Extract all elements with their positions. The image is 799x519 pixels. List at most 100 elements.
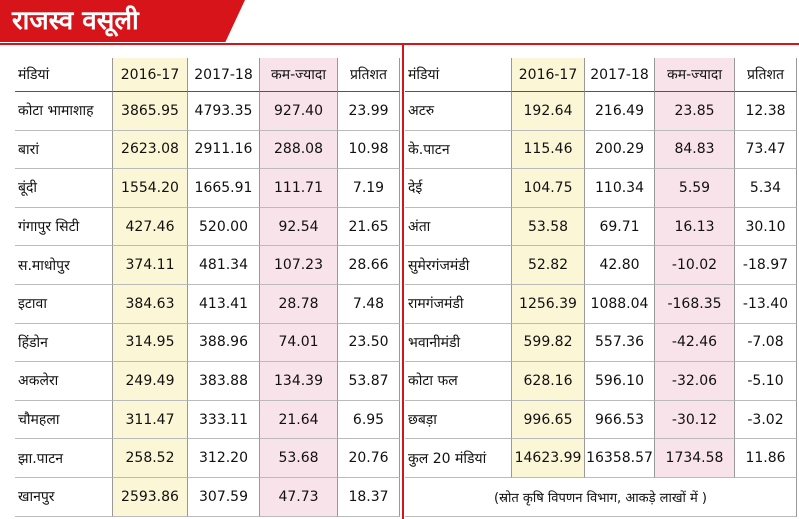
table-cell: 384.63 xyxy=(113,285,188,324)
table-cell: 16.13 xyxy=(655,207,735,247)
table-cell: 427.46 xyxy=(113,207,188,247)
table-cell: -18.97 xyxy=(735,246,797,285)
table-cell: अटरु xyxy=(405,92,512,131)
header-cell: 2017-18 xyxy=(585,58,655,92)
table-cell: 111.71 xyxy=(260,169,338,208)
table-cell: -32.06 xyxy=(655,362,735,401)
table-cell: 288.08 xyxy=(260,130,338,170)
table-cell: 628.16 xyxy=(512,362,585,401)
table-cell: हिंडोन xyxy=(15,323,113,363)
table-cell: 16358.57 xyxy=(585,439,655,478)
table-cell: 927.40 xyxy=(260,92,338,131)
table-cell: 1554.20 xyxy=(113,169,188,208)
table-cell: 312.20 xyxy=(188,439,260,478)
table-cell: कोटा फल xyxy=(405,362,512,401)
table-cell: 74.01 xyxy=(260,323,338,363)
header-cell: 2017-18 xyxy=(188,58,260,92)
title-rule xyxy=(0,43,799,45)
table-cell: 21.65 xyxy=(338,207,400,247)
table-cell: 47.73 xyxy=(260,478,338,517)
table-cell: 110.34 xyxy=(585,169,655,208)
header-cell: प्रतिशत xyxy=(338,58,400,92)
table-cell: 2593.86 xyxy=(113,478,188,517)
table-cell: 481.34 xyxy=(188,246,260,285)
table-cell: 104.75 xyxy=(512,169,585,208)
table-cell: 7.48 xyxy=(338,285,400,324)
table-cell: 30.10 xyxy=(735,207,797,247)
table-cell: 4793.35 xyxy=(188,92,260,131)
table-cell: 333.11 xyxy=(188,400,260,440)
table-cell: 53.68 xyxy=(260,439,338,478)
divider xyxy=(402,45,404,519)
table-cell: 5.34 xyxy=(735,169,797,208)
table-cell: 1256.39 xyxy=(512,285,585,324)
table-cell: छबड़ा xyxy=(405,400,512,440)
table-cell: 5.59 xyxy=(655,169,735,208)
table-cell: 1088.04 xyxy=(585,285,655,324)
table-cell: झा.पाटन xyxy=(15,439,113,478)
table-cell: 413.41 xyxy=(188,285,260,324)
table-cell: 314.95 xyxy=(113,323,188,363)
table-cell: खानपुर xyxy=(15,478,113,517)
table-cell: 12.38 xyxy=(735,92,797,131)
table-cell: 3865.95 xyxy=(113,92,188,131)
title: राजस्व वसूली xyxy=(12,6,139,36)
table-cell: 134.39 xyxy=(260,362,338,401)
table-cell: बारां xyxy=(15,130,113,170)
header-cell: मंडियां xyxy=(405,58,512,92)
table-cell: 557.36 xyxy=(585,323,655,363)
header-cell: 2016-17 xyxy=(113,58,188,92)
table-cell: चौमहला xyxy=(15,400,113,440)
table-cell: अंता xyxy=(405,207,512,247)
title-banner xyxy=(0,0,245,42)
table-cell: 20.76 xyxy=(338,439,400,478)
table-cell: 2623.08 xyxy=(113,130,188,170)
table-cell: स.माधोपुर xyxy=(15,246,113,285)
table-cell: के.पाटन xyxy=(405,130,512,170)
table-cell: 374.11 xyxy=(113,246,188,285)
table-cell: 966.53 xyxy=(585,400,655,440)
header-cell: प्रतिशत xyxy=(735,58,797,92)
header-cell: कम-ज्यादा xyxy=(260,58,338,92)
table-cell: बूंदी xyxy=(15,169,113,208)
table-cell: 1734.58 xyxy=(655,439,735,478)
header-cell: मंडियां xyxy=(15,58,113,92)
table-cell: 21.64 xyxy=(260,400,338,440)
table-cell: 69.71 xyxy=(585,207,655,247)
table-cell: अकलेरा xyxy=(15,362,113,401)
table-cell: इटावा xyxy=(15,285,113,324)
table-cell: 107.23 xyxy=(260,246,338,285)
table-cell: 258.52 xyxy=(113,439,188,478)
table-cell: भवानीमंडी xyxy=(405,323,512,363)
table-cell: 520.00 xyxy=(188,207,260,247)
table-cell: 249.49 xyxy=(113,362,188,401)
table-cell: -7.08 xyxy=(735,323,797,363)
table-cell: -42.46 xyxy=(655,323,735,363)
table-cell: 23.99 xyxy=(338,92,400,131)
table-cell: 28.78 xyxy=(260,285,338,324)
table-cell: 307.59 xyxy=(188,478,260,517)
table-cell: -5.10 xyxy=(735,362,797,401)
table-cell: 311.47 xyxy=(113,400,188,440)
table-cell: कोटा भामाशाह xyxy=(15,92,113,131)
header-cell: कम-ज्यादा xyxy=(655,58,735,92)
table-cell: 23.85 xyxy=(655,92,735,131)
table-cell: -30.12 xyxy=(655,400,735,440)
table-cell: 383.88 xyxy=(188,362,260,401)
table-cell: 596.10 xyxy=(585,362,655,401)
table-cell: 18.37 xyxy=(338,478,400,517)
table-cell: 14623.99 xyxy=(512,439,585,478)
table-cell: 388.96 xyxy=(188,323,260,363)
table-cell: 42.80 xyxy=(585,246,655,285)
table-cell: 10.98 xyxy=(338,130,400,170)
table-cell: 7.19 xyxy=(338,169,400,208)
table-cell: 115.46 xyxy=(512,130,585,170)
table-cell: 192.64 xyxy=(512,92,585,131)
table-cell: 1665.91 xyxy=(188,169,260,208)
table-cell: गंगापुर सिटी xyxy=(15,207,113,247)
table-cell: देई xyxy=(405,169,512,208)
table-cell: 53.58 xyxy=(512,207,585,247)
table-cell: 996.65 xyxy=(512,400,585,440)
table-cell: सुमेरगंजमंडी xyxy=(405,246,512,285)
